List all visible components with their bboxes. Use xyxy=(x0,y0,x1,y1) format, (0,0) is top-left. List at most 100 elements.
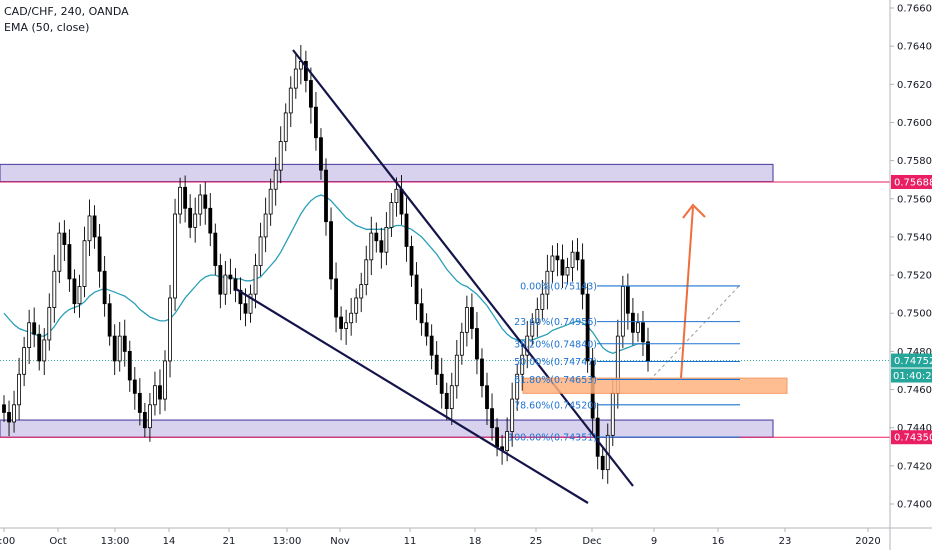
candle-body xyxy=(278,141,283,171)
candle-body xyxy=(570,251,575,268)
candle-body xyxy=(7,412,11,423)
candle-body xyxy=(218,265,223,295)
candle-body xyxy=(77,286,82,305)
candle-body xyxy=(475,328,479,360)
candle-body xyxy=(540,293,545,310)
support-zone[interactable] xyxy=(0,419,774,438)
candle-body xyxy=(414,274,419,305)
legend: CAD/CHF, 240, OANDA EMA (50, close) xyxy=(4,5,129,34)
candle-body xyxy=(354,297,359,314)
candle-body xyxy=(646,341,650,362)
candle-body xyxy=(268,188,273,215)
candle-body xyxy=(92,215,97,238)
candle-body xyxy=(550,255,555,272)
candle-body xyxy=(520,354,525,375)
last-price-badge xyxy=(891,353,932,368)
indicator-label: EMA (50, close) xyxy=(4,21,89,34)
fib-level-label: 78.60%(0.74520) xyxy=(514,400,597,411)
resistance-zone[interactable] xyxy=(0,163,774,183)
level-badge-label: 0.75688 xyxy=(894,177,932,188)
candle-body xyxy=(344,322,349,329)
candle-body xyxy=(208,207,213,234)
candle-body xyxy=(610,392,615,436)
x-tick-label: Oct xyxy=(49,536,66,547)
target-box[interactable] xyxy=(522,377,788,394)
x-tick-label: 0:00 xyxy=(0,536,15,547)
candle-body xyxy=(62,232,67,245)
candle-body xyxy=(585,293,590,362)
x-tick-label: 2020 xyxy=(855,536,880,547)
level-badge-label: 0.74350 xyxy=(894,433,932,444)
candle-body xyxy=(369,232,374,261)
upper-trendline[interactable] xyxy=(292,49,634,487)
candle-body xyxy=(600,455,605,471)
candle-body xyxy=(334,278,338,318)
candle-body xyxy=(490,408,494,429)
fibonacci-layer[interactable]: 0.00%(0.75143) 23.60%(0.74956) 38.20%(0.74… xyxy=(508,281,740,444)
candle-body xyxy=(153,385,157,406)
x-tick-label: 14 xyxy=(163,536,176,547)
x-tick-label: 21 xyxy=(223,536,236,547)
candle-body xyxy=(329,221,333,280)
candle-body xyxy=(620,286,625,337)
candle-body xyxy=(308,80,313,108)
candle-body xyxy=(349,312,354,324)
fib-level-label: 50.00%(0.74747) xyxy=(514,357,597,368)
fib-level-label: 38.20%(0.74840) xyxy=(514,339,597,350)
candle-body xyxy=(42,339,47,362)
candle-body xyxy=(147,404,152,429)
candle-body xyxy=(238,289,243,305)
candle-body xyxy=(580,259,585,295)
x-tick-label: 25 xyxy=(530,536,543,547)
candle-body xyxy=(480,358,484,387)
candle-body xyxy=(47,307,52,341)
candle-body xyxy=(389,202,394,228)
candle-body xyxy=(424,322,429,337)
candle-body xyxy=(258,236,263,266)
candle-body xyxy=(117,335,122,362)
candle-body xyxy=(535,309,540,324)
candle-body xyxy=(515,373,520,400)
candle-body xyxy=(429,335,434,356)
candle-body xyxy=(525,335,530,356)
candle-body xyxy=(102,270,107,305)
drawings-layer[interactable] xyxy=(235,49,788,504)
candle-body xyxy=(359,284,364,299)
candle-body xyxy=(374,232,379,242)
candle-body xyxy=(283,112,288,142)
candle-body xyxy=(158,385,162,400)
candle-body xyxy=(510,398,515,432)
candle-body xyxy=(293,68,298,89)
projection-line[interactable] xyxy=(649,284,741,381)
candle-body xyxy=(575,251,580,261)
candle-body xyxy=(137,392,142,413)
last-price-label: 0.74752 xyxy=(894,356,932,367)
arrow-shaft[interactable] xyxy=(680,206,694,379)
candle-body xyxy=(107,303,112,337)
lower-trendline[interactable] xyxy=(235,288,589,504)
candle-body xyxy=(444,392,449,410)
candle-body xyxy=(464,307,469,333)
candle-body xyxy=(449,385,454,410)
candle-body xyxy=(112,335,117,362)
candle-body xyxy=(193,213,198,228)
candle-body xyxy=(2,404,6,413)
candle-body xyxy=(555,255,560,261)
arrow-head-icon xyxy=(682,203,706,219)
x-tick-label: 13:00 xyxy=(101,536,130,547)
candle-body xyxy=(178,186,183,215)
zones-layer xyxy=(0,163,890,438)
candle-body xyxy=(319,137,323,171)
candle-body xyxy=(163,360,167,400)
candle-body xyxy=(364,259,369,286)
